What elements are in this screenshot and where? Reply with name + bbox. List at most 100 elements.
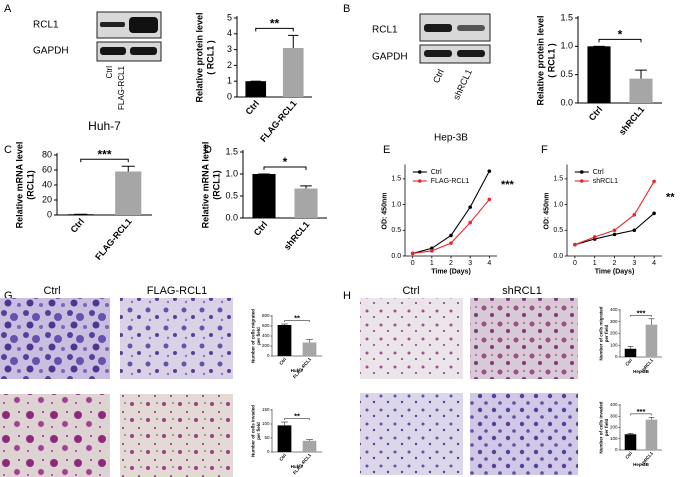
micrograph-label: Ctrl bbox=[402, 285, 419, 297]
significance: * bbox=[618, 28, 623, 42]
significance-bracket bbox=[284, 320, 310, 322]
significance-bracket bbox=[263, 166, 307, 170]
blot-lane-label: Ctrl bbox=[431, 68, 446, 85]
y-tick-label: 60 bbox=[42, 164, 52, 174]
bar bbox=[245, 81, 267, 97]
y-tick-label: 600 bbox=[262, 323, 270, 328]
y-tick-label: 200 bbox=[262, 343, 270, 348]
x-axis-label: Hep-3B bbox=[633, 369, 650, 374]
bar bbox=[645, 324, 658, 357]
significance-bracket bbox=[284, 418, 310, 421]
y-axis-label: Relative mRNA level bbox=[14, 142, 24, 229]
legend-marker bbox=[579, 170, 584, 174]
y-tick-label: 40 bbox=[42, 179, 52, 189]
y-axis-label: per field bbox=[604, 325, 609, 343]
y-tick-label: 0.5 bbox=[391, 227, 401, 234]
y-tick-label: 100 bbox=[262, 421, 270, 426]
blot-row-label: RCL1 bbox=[33, 20, 59, 31]
x-axis-label: Huh-7 bbox=[291, 368, 304, 373]
x-axis-label: Time (Days) bbox=[431, 268, 471, 275]
x-tick-label: 1 bbox=[593, 260, 597, 267]
legend-marker bbox=[579, 179, 584, 183]
significance: ** bbox=[294, 313, 300, 322]
x-tick-label: Ctrl bbox=[624, 358, 633, 367]
y-tick-label: 0.0 bbox=[225, 212, 238, 222]
y-tick-label: 4 bbox=[227, 28, 232, 38]
panel-letter: C bbox=[4, 144, 12, 156]
x-axis-label: Time (Days) bbox=[595, 268, 635, 275]
y-axis-label: (RCL1) bbox=[25, 170, 35, 200]
marker bbox=[632, 213, 637, 217]
panel-letter: D bbox=[204, 144, 212, 156]
y-tick-label: 0 bbox=[47, 209, 52, 219]
legend-marker bbox=[417, 179, 422, 183]
blot-band bbox=[424, 24, 452, 32]
x-tick-label: shRCL1 bbox=[617, 104, 647, 136]
y-tick-label: 0 bbox=[615, 447, 618, 452]
y-tick-label: 80 bbox=[42, 149, 52, 159]
marker bbox=[410, 251, 415, 256]
significance: ** bbox=[270, 17, 280, 31]
y-tick-label: 1.5 bbox=[560, 12, 573, 22]
y-tick-label: 5 bbox=[227, 12, 232, 22]
bar bbox=[645, 419, 658, 450]
y-tick-label: 0.5 bbox=[553, 227, 563, 234]
y-tick-label: 0 bbox=[267, 353, 270, 358]
y-tick-label: 0.5 bbox=[560, 69, 573, 79]
y-tick-label: 800 bbox=[262, 313, 270, 318]
bar bbox=[587, 46, 611, 103]
bar bbox=[302, 440, 317, 452]
y-tick-label: 100 bbox=[610, 342, 618, 347]
x-axis-label: Huh-7 bbox=[291, 464, 304, 469]
blot-band bbox=[424, 50, 452, 57]
significance-bracket bbox=[630, 315, 652, 317]
y-axis-label: Number of cells migrated bbox=[251, 309, 256, 363]
legend-marker bbox=[417, 170, 422, 174]
marker bbox=[652, 211, 656, 216]
marker bbox=[573, 242, 577, 247]
legend-label: Ctrl bbox=[431, 169, 442, 176]
blot-band bbox=[457, 50, 485, 57]
significance: *** bbox=[637, 308, 646, 317]
blot-band bbox=[100, 22, 125, 27]
blot-lane-label: shRCL1 bbox=[451, 68, 474, 102]
y-axis-label: OD: 450nm bbox=[544, 193, 551, 230]
y-tick-label: 1.5 bbox=[553, 176, 563, 183]
y-axis-label: ( RCL1 ) bbox=[205, 40, 215, 75]
y-tick-label: 400 bbox=[610, 402, 618, 407]
y-tick-label: 200 bbox=[610, 331, 618, 336]
y-tick-label: 400 bbox=[262, 333, 270, 338]
x-tick-label: 2 bbox=[613, 260, 617, 267]
x-tick-label: FLAG-RCL1 bbox=[258, 98, 298, 143]
chart-title: Hep-3B bbox=[434, 133, 468, 144]
y-axis-label: Number of cells migrated bbox=[599, 306, 604, 360]
y-tick-label: 0.0 bbox=[553, 253, 563, 260]
x-tick-label: shRCL1 bbox=[282, 219, 312, 251]
micrograph-label: FLAG-RCL1 bbox=[147, 285, 208, 297]
y-axis-label: Relative mRNA level bbox=[200, 142, 210, 229]
x-tick-label: 4 bbox=[487, 260, 491, 267]
blot-lane-label: Ctrl bbox=[105, 66, 114, 79]
blot-band bbox=[100, 47, 126, 55]
significance-bracket bbox=[80, 158, 129, 163]
y-tick-label: 100 bbox=[610, 436, 618, 441]
marker bbox=[632, 228, 637, 233]
blot-box bbox=[419, 44, 491, 64]
micrograph bbox=[0, 298, 110, 379]
significance: *** bbox=[501, 179, 515, 191]
marker bbox=[430, 246, 434, 251]
bar bbox=[294, 188, 318, 218]
y-tick-label: 150 bbox=[262, 407, 270, 412]
micrograph bbox=[120, 394, 233, 477]
y-axis-label: per field bbox=[256, 327, 261, 345]
marker bbox=[430, 249, 434, 253]
significance: *** bbox=[97, 147, 111, 161]
bar bbox=[624, 348, 637, 357]
legend-label: FLAG-RCL1 bbox=[431, 178, 470, 185]
y-axis-label: Relative protein level bbox=[535, 15, 545, 105]
y-axis-label: (RCL1) bbox=[211, 170, 221, 200]
panel-letter: F bbox=[541, 144, 548, 156]
y-tick-label: 0.0 bbox=[391, 253, 401, 260]
y-tick-label: 0 bbox=[227, 91, 232, 101]
